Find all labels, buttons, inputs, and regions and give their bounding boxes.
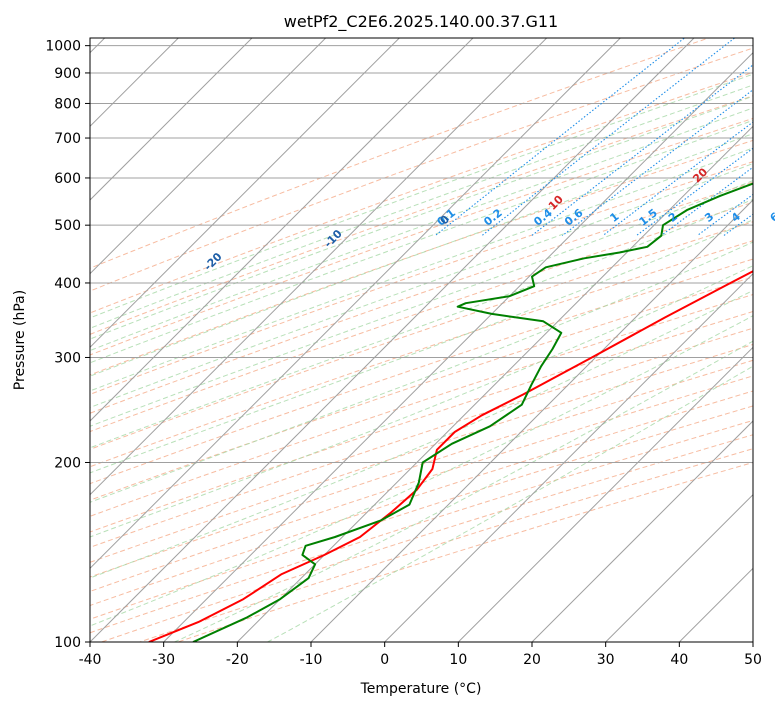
dry-adiabat-line xyxy=(100,434,753,642)
x-tick-label: 20 xyxy=(523,652,541,668)
dry-adiabat-line xyxy=(90,419,753,634)
y-tick-label: 500 xyxy=(54,218,81,234)
dry-adiabat-line xyxy=(90,201,753,433)
moist-adiabat-line xyxy=(90,95,753,340)
chart-title: wetPf2_C2E6.2025.140.00.37.G11 xyxy=(284,12,558,32)
moist-adiabat-line xyxy=(90,107,753,352)
dry-adiabat-line xyxy=(176,461,753,642)
mixing-ratio-line xyxy=(561,89,753,237)
isotherm-line xyxy=(457,346,753,642)
y-tick-label: 300 xyxy=(54,350,81,366)
moist-adiabat-line xyxy=(90,289,753,579)
isotherm-line xyxy=(236,125,753,642)
isotherm-line xyxy=(90,38,474,422)
plot-area xyxy=(90,38,753,642)
dry-adiabat-line xyxy=(90,181,753,414)
y-tick-label: 200 xyxy=(54,455,81,471)
y-tick-label: 700 xyxy=(54,131,81,147)
isotherm-line xyxy=(90,38,400,349)
moist-adiabats xyxy=(90,73,753,642)
temperature-profile-line xyxy=(148,270,753,642)
x-tick-label: 10 xyxy=(449,652,467,668)
y-axis-label: Pressure (hPa) xyxy=(12,290,28,390)
y-tick-label: 600 xyxy=(54,171,81,187)
mixing-ratio-label: 6 xyxy=(768,210,775,225)
dry-adiabat-line xyxy=(138,448,753,642)
isotherms xyxy=(90,38,753,642)
moist-adiabat-line xyxy=(90,241,753,503)
isotherm-line xyxy=(90,38,548,496)
x-tick-label: -30 xyxy=(152,652,175,668)
moist-adiabat-line xyxy=(174,340,753,642)
moist-adiabat-line xyxy=(90,119,753,364)
profile-series xyxy=(148,182,753,642)
isotherm-line xyxy=(90,38,253,201)
moist-adiabat-line xyxy=(90,163,753,409)
x-tick-label: 50 xyxy=(744,652,762,668)
y-axis-ticks: 100 200 300 400 500 600 700 800 900 1000 xyxy=(45,39,90,651)
moist-adiabat-line xyxy=(90,315,753,627)
isotherm-line xyxy=(90,38,695,642)
isotherm-line xyxy=(163,51,753,642)
x-axis-ticks: -40 -30 -20 -10 0 10 20 30 40 50 xyxy=(79,642,762,668)
dry-adiabats xyxy=(90,38,753,642)
dry-adiabat-line xyxy=(90,311,753,533)
x-tick-label: -20 xyxy=(226,652,249,668)
x-tick-label: 40 xyxy=(670,652,688,668)
dry-adiabat-line xyxy=(90,240,753,468)
y-tick-label: 100 xyxy=(54,635,81,651)
dry-adiabat-line xyxy=(90,294,753,517)
isotherm-line xyxy=(90,38,621,570)
x-tick-label: 0 xyxy=(380,652,389,668)
moist-adiabat-line xyxy=(90,265,753,538)
dewpoint-profile-line xyxy=(192,182,753,642)
moist-adiabat-line xyxy=(267,365,753,642)
y-tick-label: 400 xyxy=(54,276,81,292)
isobars xyxy=(90,45,753,642)
isotherm-line xyxy=(605,493,753,642)
isotherm-line xyxy=(531,420,753,642)
plot-frame xyxy=(89,37,754,643)
dry-adiabat-line xyxy=(90,117,753,356)
y-tick-label: 1000 xyxy=(45,39,81,55)
x-axis-label: Temperature (°C) xyxy=(360,681,482,697)
mixing-ratio-line xyxy=(481,38,736,237)
moist-adiabat-line xyxy=(90,133,753,377)
isotherm-line xyxy=(310,199,753,642)
mixing-ratio-line xyxy=(434,38,686,237)
moist-adiabat-line xyxy=(90,84,753,329)
x-tick-label: -40 xyxy=(79,652,102,668)
x-tick-label: -10 xyxy=(300,652,323,668)
x-tick-label: 30 xyxy=(597,652,615,668)
mixing-ratio-line xyxy=(602,121,753,237)
y-tick-label: 900 xyxy=(54,66,81,82)
y-tick-label: 800 xyxy=(54,96,81,112)
dry-adiabat-line xyxy=(90,258,753,485)
dry-adiabat-line xyxy=(90,139,753,376)
moist-adiabat-line xyxy=(90,198,753,449)
isotherm-line xyxy=(384,272,753,642)
isotherm-line xyxy=(90,38,327,275)
